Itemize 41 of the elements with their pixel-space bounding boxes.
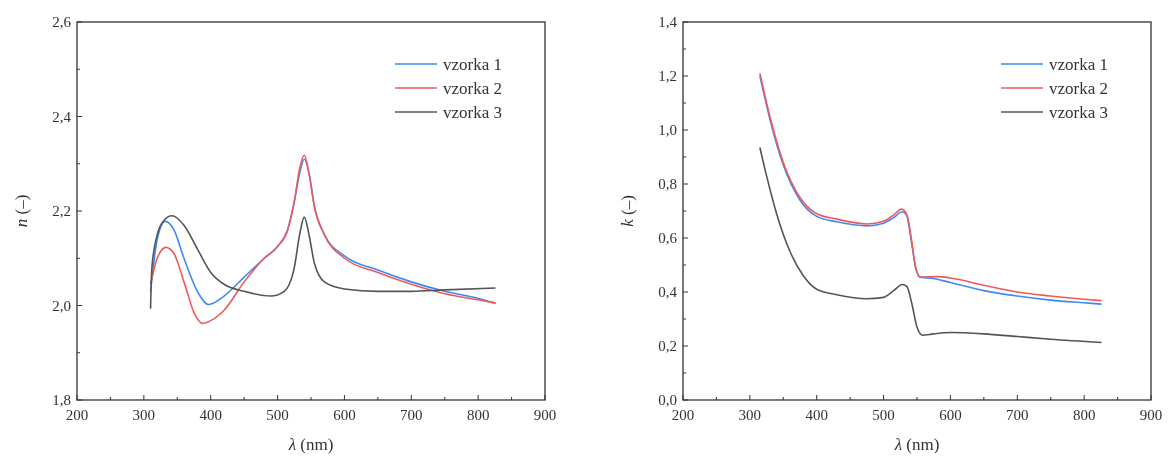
legend-label: vzorka 1 xyxy=(1049,55,1109,74)
x-tick-label: 600 xyxy=(939,407,962,423)
y-axis-title: k (–) xyxy=(618,195,637,227)
x-tick-label: 500 xyxy=(872,407,895,423)
y-tick-label: 1,2 xyxy=(658,68,677,84)
x-axis-title: λ (nm) xyxy=(893,435,940,454)
y-tick-label: 1,8 xyxy=(52,392,71,408)
line-series xyxy=(149,214,497,310)
legend-label: vzorka 3 xyxy=(1049,103,1109,122)
y-tick-label: 1,0 xyxy=(658,122,677,138)
y-tick-label: 2,4 xyxy=(52,108,72,125)
y-tick-label: 2,6 xyxy=(52,14,72,30)
legend-label: vzorka 2 xyxy=(443,79,503,98)
x-tick-label: 400 xyxy=(199,407,222,423)
x-tick-label: 200 xyxy=(65,407,89,423)
x-axis-title: λ (nm) xyxy=(287,435,334,454)
x-tick-label: 300 xyxy=(738,407,762,423)
y-tick-label: 0,8 xyxy=(658,176,677,192)
legend-label: vzorka 1 xyxy=(443,55,503,74)
x-tick-label: 500 xyxy=(266,407,289,423)
line-series xyxy=(759,146,1103,344)
x-tick-label: 300 xyxy=(132,407,156,423)
x-tick-label: 900 xyxy=(533,407,557,423)
x-tick-label: 800 xyxy=(466,407,490,423)
y-tick-label: 2,2 xyxy=(52,203,71,219)
y-tick-label: 0,0 xyxy=(658,392,677,408)
x-tick-label: 700 xyxy=(400,407,423,423)
y-tick-label: 0,4 xyxy=(658,284,678,300)
y-tick-label: 1,4 xyxy=(658,14,678,30)
y-tick-label: 2,0 xyxy=(52,297,71,314)
x-tick-label: 800 xyxy=(1072,407,1096,423)
x-tick-label: 700 xyxy=(1006,407,1029,423)
x-tick-label: 900 xyxy=(1139,407,1163,423)
legend-label: vzorka 3 xyxy=(443,103,503,122)
x-tick-label: 600 xyxy=(333,407,356,423)
legend-label: vzorka 2 xyxy=(1049,79,1109,98)
x-tick-label: 200 xyxy=(671,407,695,423)
y-tick-label: 0,6 xyxy=(658,230,678,246)
x-tick-label: 400 xyxy=(805,407,828,423)
y-tick-label: 0,2 xyxy=(658,338,677,354)
y-axis-title: n (–) xyxy=(12,194,31,228)
